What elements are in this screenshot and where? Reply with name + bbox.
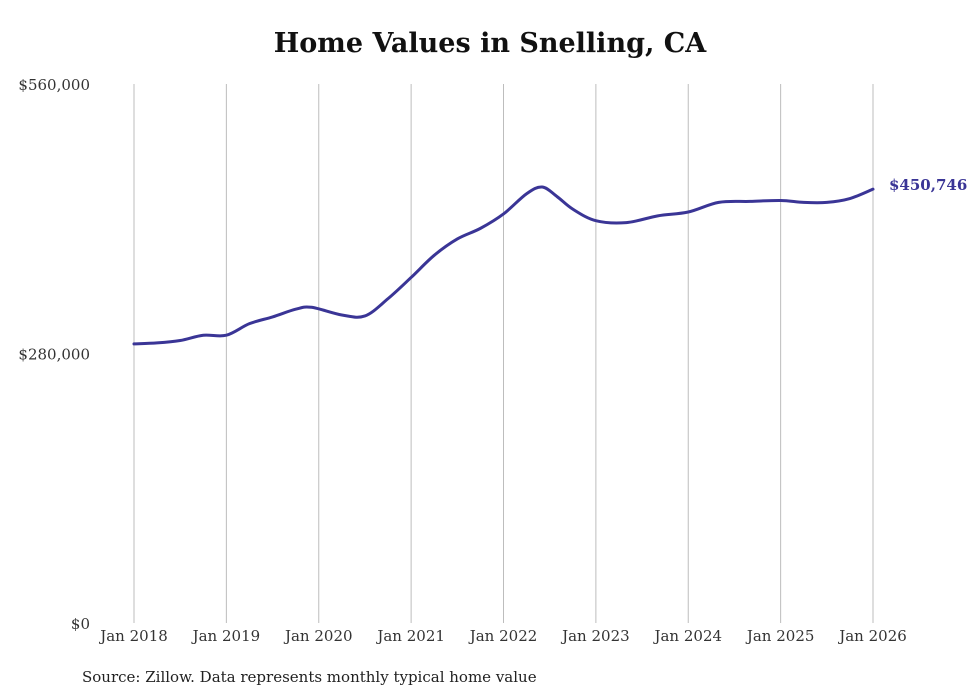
source-note: Source: Zillow. Data represents monthly … [82, 668, 537, 686]
x-tick-label: Jan 2018 [98, 627, 168, 645]
x-tick-label: Jan 2026 [837, 627, 907, 645]
y-tick-label: $280,000 [18, 346, 90, 364]
x-tick-label: Jan 2023 [560, 627, 630, 645]
grid-layer [133, 84, 874, 623]
y-tick-label: $0 [71, 615, 90, 633]
series-layer: $450,746 [132, 176, 967, 346]
x-tick-label: Jan 2024 [652, 627, 722, 645]
x-tick-label: Jan 2020 [283, 627, 353, 645]
end-value-label: $450,746 [889, 176, 967, 194]
x-tick-label: Jan 2022 [468, 627, 538, 645]
y-tick-label: $560,000 [18, 76, 90, 94]
series-line [132, 185, 875, 346]
axis-layer: Jan 2018 Jan 2019 Jan 2020 Jan 2021 Jan 2022… [18, 76, 906, 645]
x-tick-label: Jan 2025 [745, 627, 815, 645]
x-tick-label: Jan 2019 [191, 627, 261, 645]
chart-title: Home Values in Snelling, CA [273, 28, 707, 59]
x-tick-label: Jan 2021 [375, 627, 445, 645]
